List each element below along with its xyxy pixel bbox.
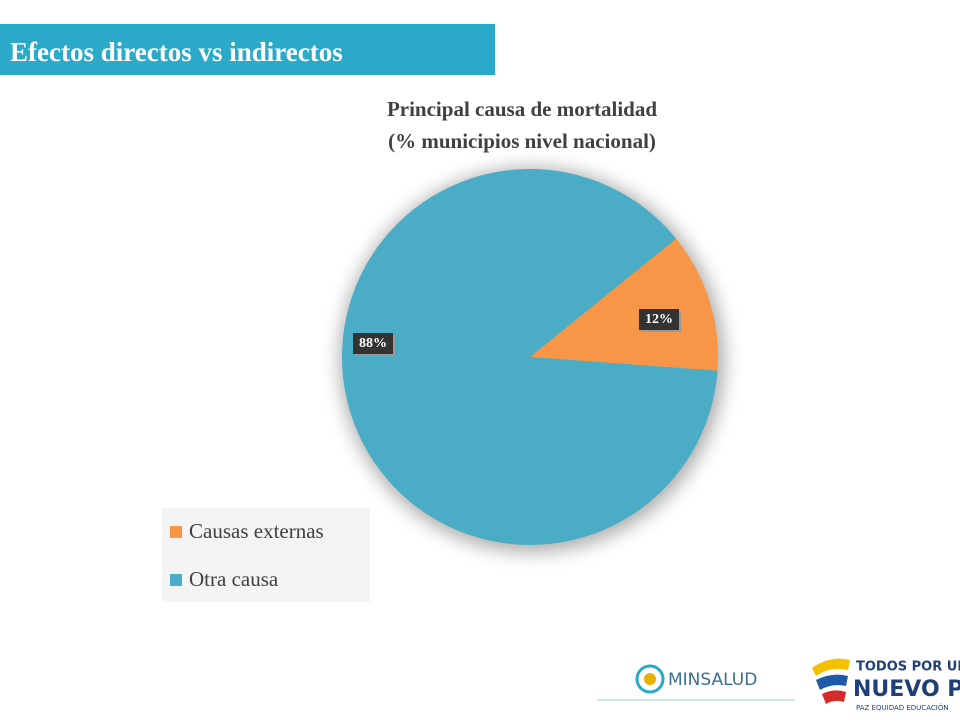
pie: 12% 88% <box>341 168 718 545</box>
legend-label: Causas externas <box>189 519 324 543</box>
legend-marker <box>170 574 182 586</box>
header-bar <box>0 24 495 75</box>
legend-box <box>162 508 370 602</box>
chart-subtitle: (% municipios nivel nacional) <box>388 129 656 153</box>
chart-title: Principal causa de mortalidad <box>387 97 657 121</box>
data-label: 88% <box>359 336 387 351</box>
pie-slice <box>530 238 718 371</box>
slogan-main: NUEVO PAÍS <box>853 676 960 702</box>
legend-label: Otra causa <box>189 567 279 591</box>
slogan-sub: PAZ EQUIDAD EDUCACIÓN <box>856 703 949 712</box>
slide-title: Efectos directos vs indirectos <box>10 37 343 67</box>
data-label-box <box>353 333 393 354</box>
flag-red <box>822 690 846 704</box>
legend-marker <box>170 526 182 538</box>
flag-yellow <box>812 658 850 676</box>
slogan-top: TODOS POR UN <box>856 660 960 675</box>
ministry-name: MINSALUD <box>668 670 757 690</box>
ministry-emblem-core <box>644 673 656 685</box>
pie-slice <box>341 168 718 545</box>
data-label-box <box>639 309 679 330</box>
data-label: 12% <box>645 312 673 327</box>
legend: Causas externas Otra causa <box>170 519 324 591</box>
flag-blue <box>816 674 848 690</box>
